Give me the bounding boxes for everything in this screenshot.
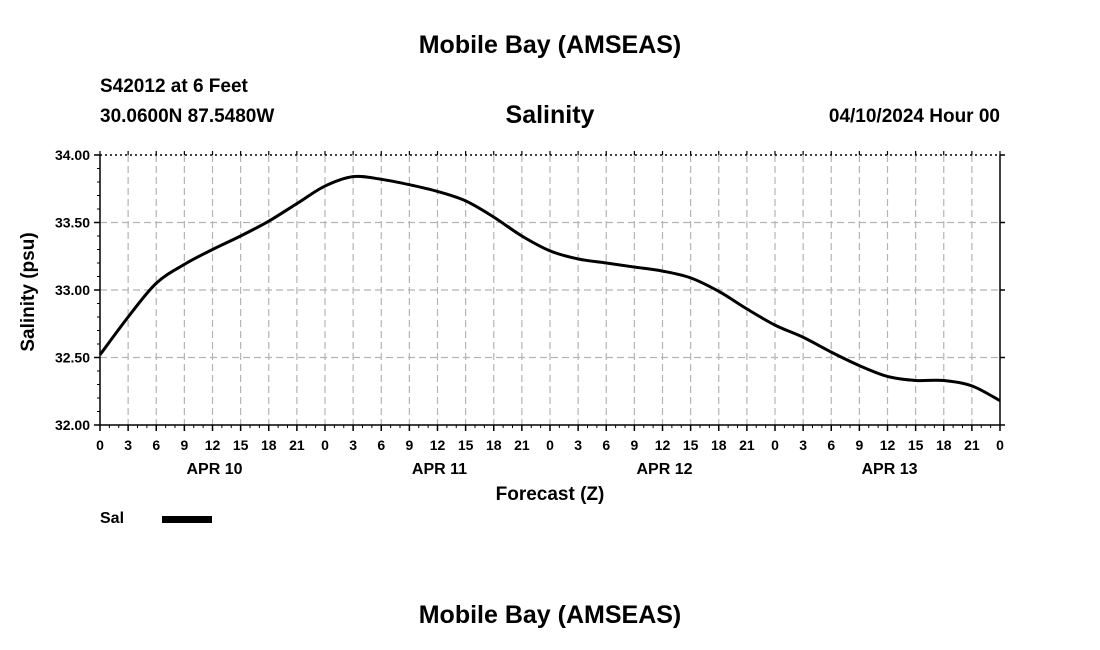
y-tick-label: 32.00 [55,417,90,433]
x-tick-label: 0 [771,437,779,453]
day-label: APR 10 [186,461,242,478]
x-tick-label: 6 [602,437,610,453]
x-tick-label: 15 [233,437,249,453]
x-tick-label: 0 [321,437,329,453]
x-tick-label: 12 [430,437,446,453]
x-tick-label: 18 [486,437,502,453]
x-tick-label: 18 [261,437,277,453]
x-tick-label: 3 [574,437,582,453]
x-tick-label: 12 [655,437,671,453]
x-tick-label: 12 [880,437,896,453]
y-tick-label: 32.50 [55,350,90,366]
x-tick-label: 9 [630,437,638,453]
y-axis-title: Salinity (psu) [18,232,39,351]
x-tick-label: 15 [458,437,474,453]
y-tick-label: 33.00 [55,282,90,298]
x-tick-label: 21 [739,437,755,453]
x-tick-label: 15 [908,437,924,453]
x-tick-label: 21 [514,437,530,453]
station-label: S42012 at 6 Feet [100,76,248,97]
forecast-run-time: 04/10/2024 Hour 00 [828,106,1000,127]
x-tick-label: 21 [289,437,305,453]
y-tick-label: 34.00 [55,147,90,163]
chart-main-title: Mobile Bay (AMSEAS) [418,31,682,59]
x-tick-label: 3 [349,437,357,453]
series-line-sal [98,174,1001,403]
chart-title: Salinity [505,101,595,129]
x-tick-label: 9 [180,437,188,453]
x-tick-label: 18 [711,437,727,453]
legend-label: Sal [100,510,125,527]
x-tick-label: 6 [377,437,385,453]
day-label: APR 12 [636,461,692,478]
x-axis-title: Forecast (Z) [496,484,605,505]
x-tick-label: 0 [546,437,554,453]
next-chart-title: Mobile Bay (AMSEAS) [418,601,682,629]
legend-swatch [162,516,212,523]
x-tick-label: 6 [152,437,160,453]
x-tick-label: 6 [827,437,835,453]
x-tick-label: 9 [855,437,863,453]
station-coordinates: 30.0600N 87.5480W [100,106,275,127]
x-tick-label: 12 [205,437,221,453]
x-tick-label: 9 [405,437,413,453]
x-tick-label: 0 [996,437,1004,453]
x-tick-label: 3 [124,437,132,453]
y-tick-label: 33.50 [55,215,90,231]
day-label: APR 11 [412,461,467,478]
x-tick-label: 3 [799,437,807,453]
x-tick-label: 18 [936,437,952,453]
x-tick-label: 21 [964,437,980,453]
day-label: APR 13 [861,461,917,478]
x-tick-label: 0 [96,437,104,453]
x-tick-label: 15 [683,437,699,453]
